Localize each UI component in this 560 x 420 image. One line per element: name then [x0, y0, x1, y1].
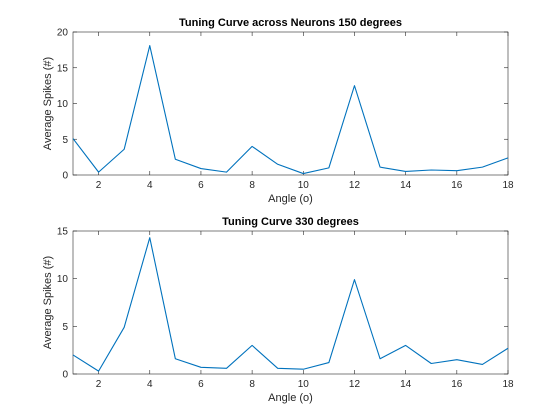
y-axis-label: Average Spikes (#): [42, 57, 54, 150]
y-tick-label: 0: [62, 370, 68, 381]
y-tick-label: 5: [62, 135, 68, 146]
x-tick-label: 4: [147, 180, 153, 191]
data-line: [72, 237, 509, 372]
y-tick-label: 15: [57, 227, 69, 238]
axes-box: [72, 31, 509, 176]
x-tick-label: 10: [298, 180, 310, 191]
chart-title: Tuning Curve 330 degrees: [222, 216, 359, 228]
y-tick-label: 10: [57, 99, 69, 110]
x-tick-label: 4: [147, 379, 153, 390]
x-tick-label: 16: [451, 379, 463, 390]
x-tick-label: 16: [451, 180, 463, 191]
x-tick-label: 8: [249, 180, 255, 191]
x-tick-label: 14: [400, 379, 412, 390]
subplot-bottom: 2 4 6 8 10 12 14 16 18 0 5 10 15 Tuning Curve 330 deg…: [42, 216, 514, 404]
x-tick-label: 2: [96, 180, 102, 191]
x-tick-label: 2: [96, 379, 102, 390]
x-tick-label: 18: [502, 180, 514, 191]
x-tick-label: 6: [198, 379, 204, 390]
x-tick-label: 6: [198, 180, 204, 191]
x-tick-label: 8: [249, 379, 255, 390]
x-tick-label: 10: [298, 379, 310, 390]
x-axis-label: Angle (o): [268, 193, 313, 205]
x-tick-label: 12: [349, 180, 361, 191]
subplot-top: 2 4 6 8 10 12 14 16 18 0 5 10 15 20 Tuning Curve acros…: [42, 17, 514, 205]
y-tick-label: 5: [62, 322, 68, 333]
y-tick-label: 0: [62, 171, 68, 182]
x-tick-label: 18: [502, 379, 514, 390]
axes-box: [72, 230, 509, 375]
x-axis-label: Angle (o): [268, 392, 313, 404]
y-tick-label: 20: [57, 28, 69, 39]
chart-title: Tuning Curve across Neurons 150 degrees: [179, 17, 402, 29]
y-tick-label: 10: [57, 274, 69, 285]
x-tick-label: 14: [400, 180, 412, 191]
x-tick-label: 12: [349, 379, 361, 390]
data-line: [72, 45, 509, 175]
y-axis-label: Average Spikes (#): [42, 256, 54, 349]
y-tick-label: 15: [57, 63, 69, 74]
